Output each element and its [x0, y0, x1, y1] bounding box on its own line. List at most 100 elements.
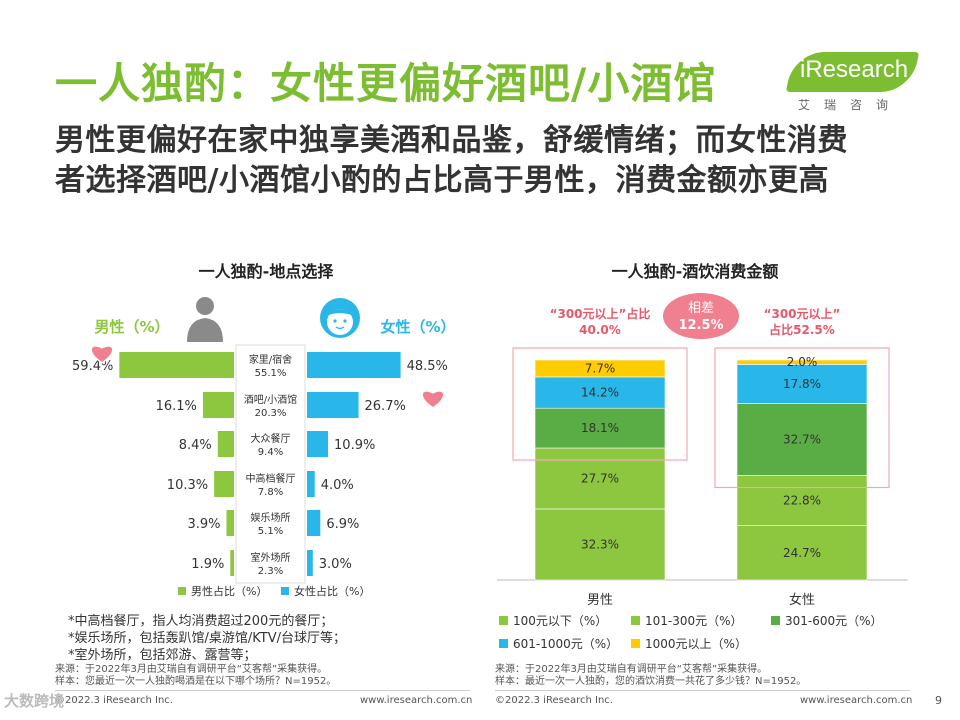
- male-value-label: 16.1%: [156, 399, 197, 414]
- watermark: 大数跨境: [4, 692, 65, 710]
- stacked-segment: [534, 508, 666, 581]
- legend-female-swatch: [281, 587, 289, 595]
- category-label: 大众餐厅: [251, 432, 291, 445]
- note-line-2: *娱乐场所，包括轰趴馆/桌游馆/KTV/台球厅等；: [68, 631, 346, 646]
- footer-copyright-right: ©2022.3 iResearch Inc.: [495, 695, 613, 706]
- subtitle-line-2: 者选择酒吧/小酒馆小酌的占比高于男性，消费金额亦更高: [55, 163, 829, 198]
- segment-value-label: 17.8%: [783, 377, 821, 391]
- female-series-label: 女性（%）: [380, 318, 455, 336]
- female-value-label: 6.9%: [326, 517, 359, 532]
- footer-copyright-left: ©2022.3 iResearch Inc.: [55, 695, 173, 706]
- chart2-title: 一人独酌-酒饮消费金额: [611, 262, 779, 281]
- note-line-1: *中高档餐厅，指人均消费超过200元的餐厅；: [68, 614, 334, 629]
- stacked-segment: [736, 525, 868, 581]
- x-tick-label: 女性: [789, 592, 815, 608]
- segment-value-label: 24.7%: [783, 546, 821, 560]
- female-300-plus-annotation-line2: 占比52.5%: [769, 322, 835, 337]
- male-value-label: 8.4%: [179, 438, 212, 453]
- legend-label: 601-1000元（%）: [513, 637, 618, 651]
- note-line-3: *室外场所，包括郊游、露营等；: [68, 648, 257, 663]
- logo-text: iResearch: [800, 56, 909, 83]
- source-right-line-1: 来源：于2022年3月由艾瑞自有调研平台“艾客帮”采集获得。: [495, 664, 768, 675]
- legend-male-label: 男性占比（%）: [191, 584, 267, 598]
- category-label: 酒吧/小酒馆: [244, 393, 297, 406]
- logo-cn-text: 艾瑞咨询: [798, 98, 903, 112]
- difference-bubble: [663, 293, 739, 339]
- legend-label: 101-300元（%）: [645, 614, 743, 628]
- legend-swatch: [771, 616, 780, 625]
- female-value-label: 4.0%: [321, 478, 354, 493]
- segment-value-label: 14.2%: [581, 386, 619, 400]
- legend-label: 1000元以上（%）: [645, 637, 747, 651]
- category-total-label: 20.3%: [255, 408, 287, 419]
- category-total-label: 7.8%: [258, 487, 283, 498]
- footer-divider-left: [55, 690, 470, 691]
- footer-website-right: www.iresearch.com.cn: [800, 695, 913, 706]
- female-bar: [307, 352, 401, 378]
- female-bar: [307, 392, 359, 418]
- stacked-segment: [736, 475, 868, 526]
- category-total-label: 55.1%: [255, 368, 287, 379]
- legend-label: 301-600元（%）: [785, 614, 883, 628]
- legend-swatch: [631, 616, 640, 625]
- stacked-segment: [534, 407, 666, 449]
- female-bar: [307, 550, 313, 576]
- source-left-line-2: 样本：您最近一次一人独酌喝酒是在以下哪个场所？N=1952。: [55, 676, 337, 687]
- female-face-mouth-icon: [335, 326, 345, 330]
- segment-value-label: 2.0%: [787, 355, 818, 369]
- male-bar: [119, 352, 234, 378]
- female-300-plus-annotation-line1: “300元以上”: [764, 306, 841, 321]
- footer-website-left: www.iresearch.com.cn: [360, 695, 473, 706]
- female-face-bangs-icon: [326, 309, 354, 316]
- category-total-label: 2.3%: [258, 566, 283, 577]
- page-title: 一人独酌：女性更偏好酒吧/小酒馆: [55, 59, 717, 108]
- female-value-label: 10.9%: [334, 438, 375, 453]
- female-face-eye-icon: [333, 319, 337, 323]
- category-label: 中高档餐厅: [246, 472, 296, 485]
- iresearch-logo: iResearch 艾瑞咨询: [785, 50, 925, 115]
- male-bar: [202, 392, 234, 418]
- difference-value: 12.5%: [678, 318, 723, 333]
- male-300-plus-annotation-line2: 40.0%: [579, 323, 621, 337]
- male-bar: [217, 431, 234, 457]
- male-person-head-icon: [196, 297, 214, 315]
- legend-male-swatch: [178, 587, 186, 595]
- male-highlight-heart-icon: [90, 345, 114, 364]
- source-right-line-2: 样本：最近一次一人独酌，您的酒饮消费一共花了多少钱？N=1952。: [495, 676, 807, 687]
- category-label: 室外场所: [251, 551, 291, 564]
- stacked-segment: [736, 403, 868, 476]
- highlight-box-300-plus: [714, 347, 890, 489]
- male-bar: [214, 471, 234, 497]
- footer-divider-right: [495, 690, 910, 691]
- male-300-plus-annotation-line1: “300元以上”占比: [550, 306, 651, 321]
- legend-swatch: [499, 639, 508, 648]
- category-box: [235, 344, 306, 584]
- male-value-label: 10.3%: [167, 478, 208, 493]
- male-bar: [226, 510, 234, 536]
- female-face-eye-icon: [343, 319, 347, 323]
- stacked-segment: [736, 359, 868, 365]
- legend-swatch: [499, 616, 508, 625]
- female-value-label: 3.0%: [319, 557, 352, 572]
- stacked-segment: [534, 447, 666, 510]
- category-total-label: 5.1%: [258, 526, 283, 537]
- male-series-label: 男性（%）: [94, 318, 169, 336]
- female-bar: [307, 431, 329, 457]
- highlight-box-300-plus: [512, 347, 688, 461]
- legend-female-label: 女性占比（%）: [294, 584, 370, 598]
- stacked-segment: [534, 359, 666, 378]
- stacked-segment: [736, 364, 868, 404]
- segment-value-label: 22.8%: [783, 494, 821, 508]
- legend-label: 100元以下（%）: [513, 614, 607, 628]
- category-total-label: 9.4%: [258, 447, 283, 458]
- subtitle-line-1: 男性更偏好在家中独享美酒和品鉴，舒缓情绪；而女性消费: [55, 123, 848, 158]
- female-value-label: 26.7%: [365, 399, 406, 414]
- female-value-label: 48.5%: [407, 359, 448, 374]
- legend-swatch: [631, 639, 640, 648]
- stacked-segment: [534, 376, 666, 409]
- page-number: 9: [935, 694, 942, 707]
- segment-value-label: 7.7%: [585, 361, 616, 375]
- female-highlight-heart-icon: [421, 390, 445, 409]
